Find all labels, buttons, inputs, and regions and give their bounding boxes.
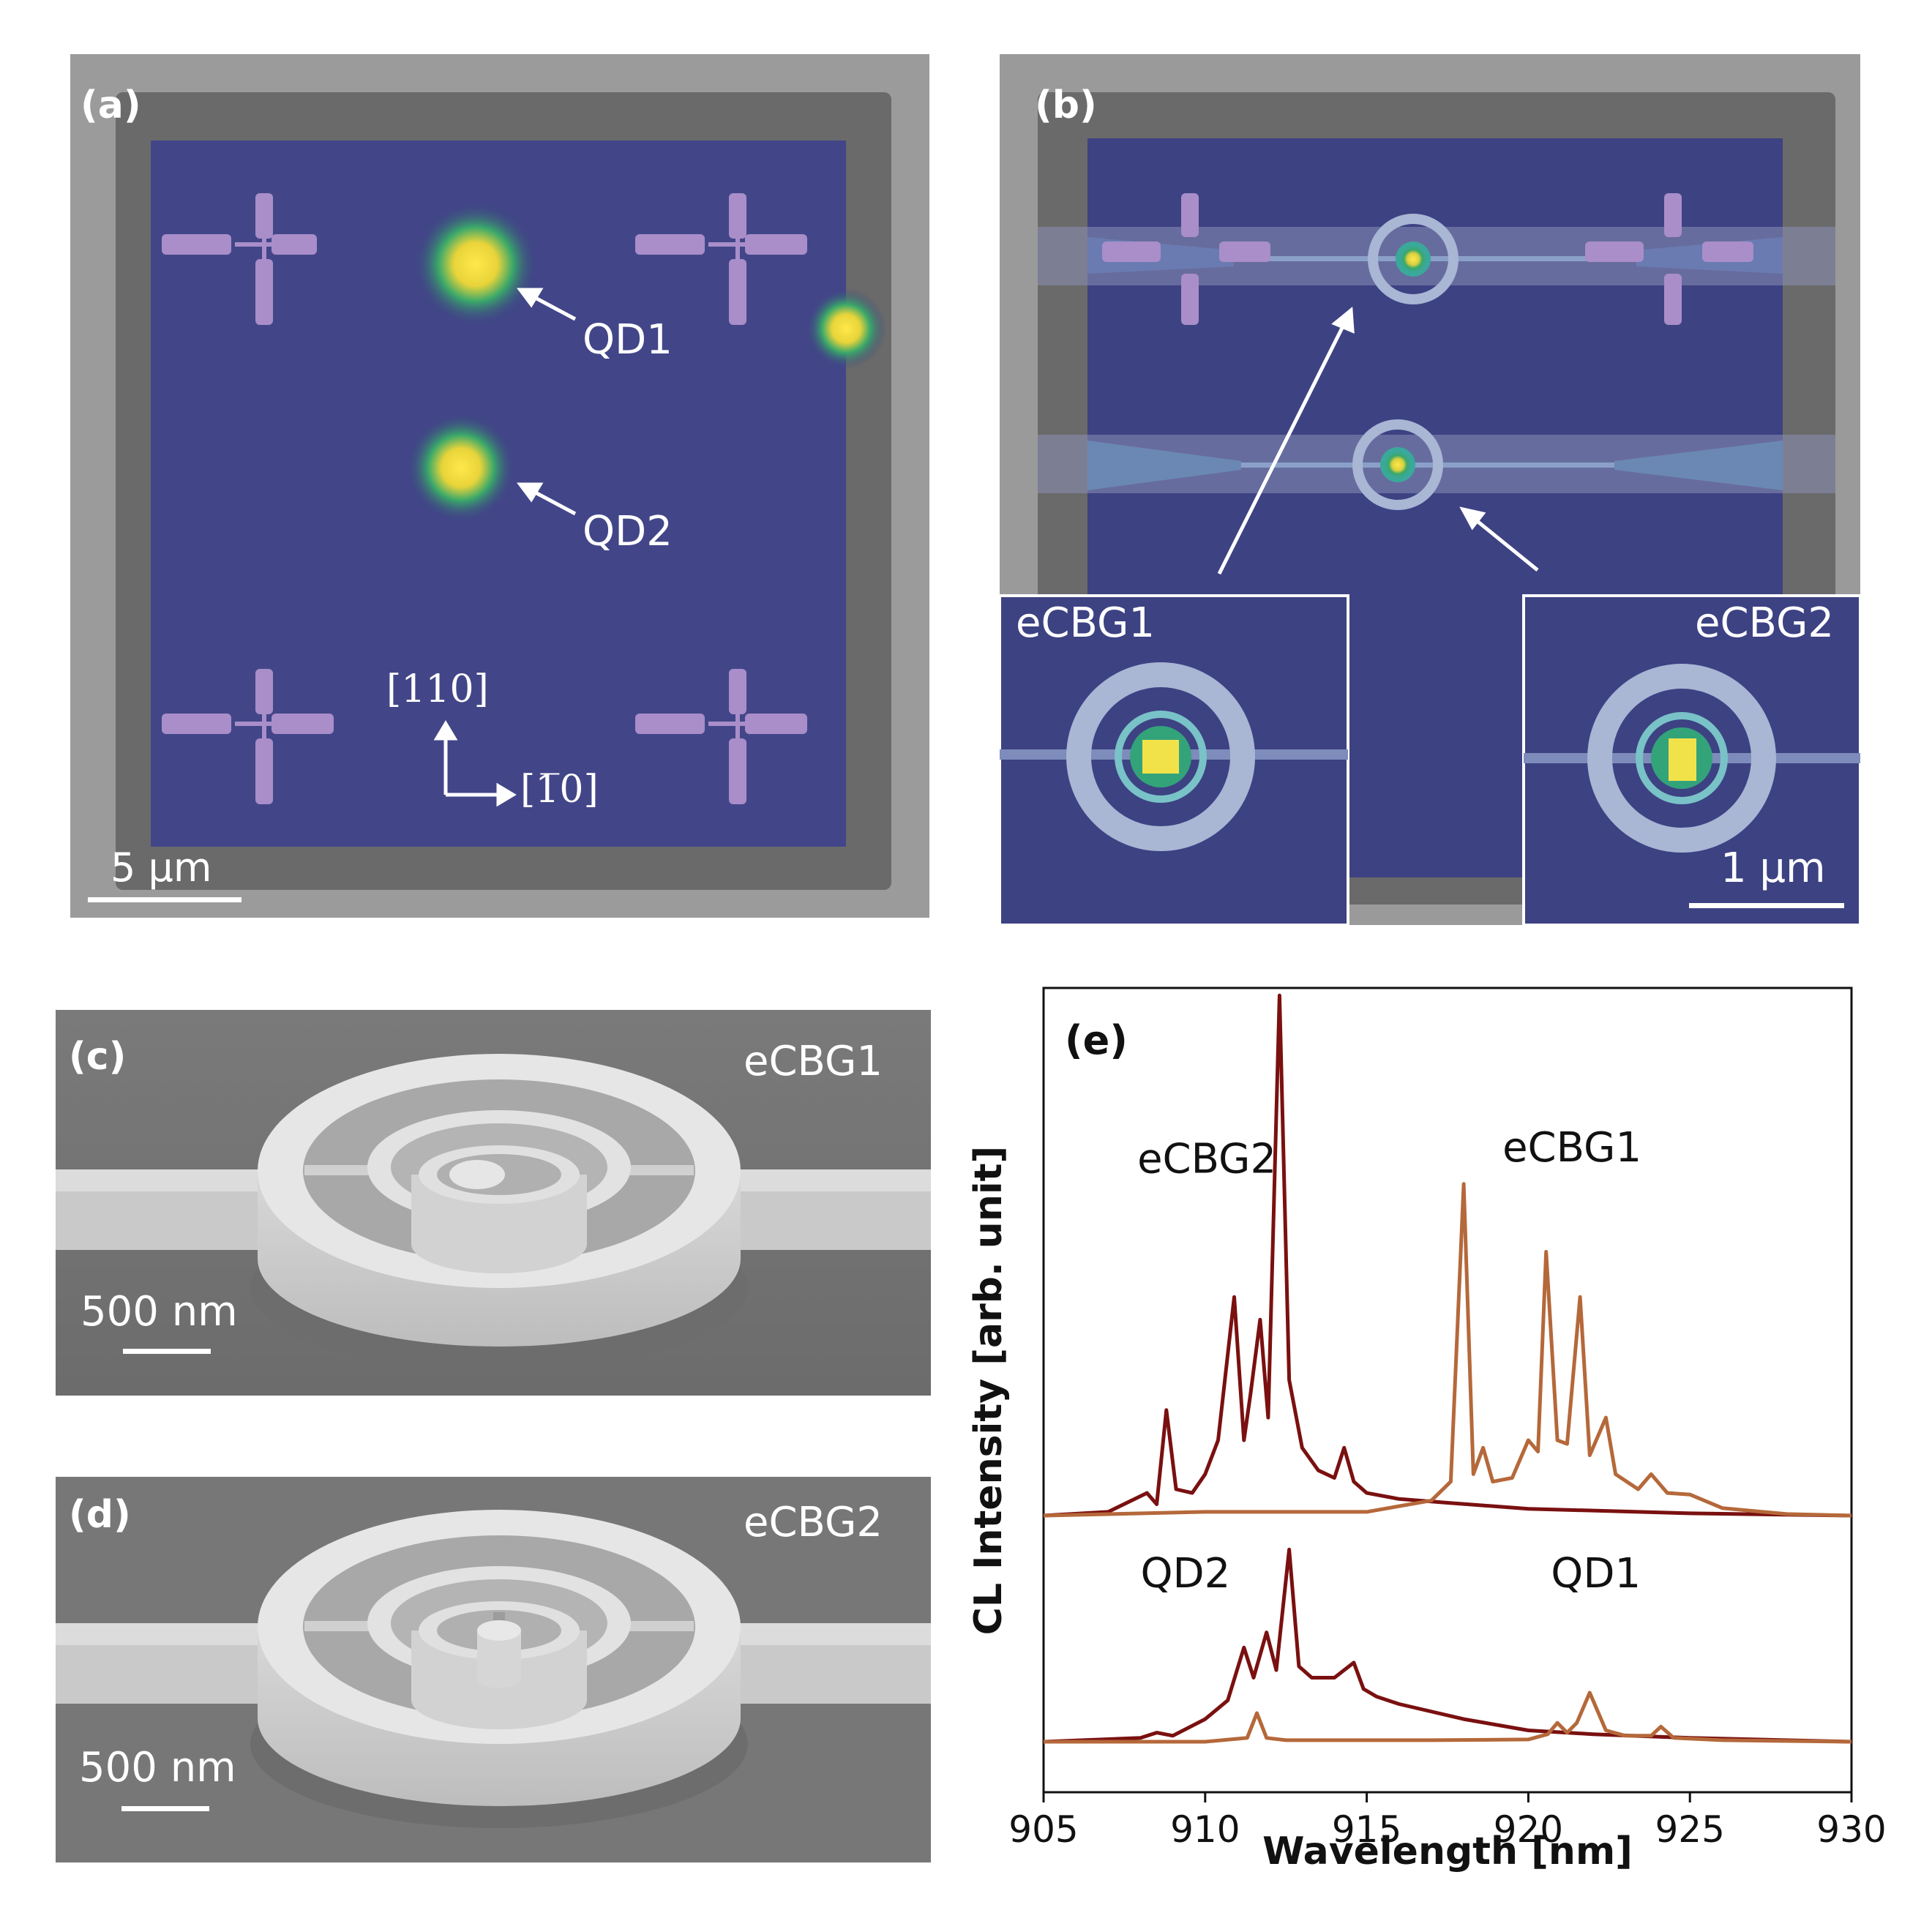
y-axis-title: CL Intensity [arb. unit] bbox=[967, 1146, 1011, 1636]
panel-d: (d) eCBG2 500 nm bbox=[56, 1477, 931, 1862]
series-line-ecbg2 bbox=[1043, 993, 1852, 1518]
axis-right-label: [1̅0] bbox=[520, 768, 599, 812]
panel-e-label: (e) bbox=[1065, 1017, 1128, 1063]
edge-spot bbox=[806, 288, 886, 369]
panel-b-label: (b) bbox=[1035, 83, 1097, 127]
panel-d-device: eCBG2 bbox=[744, 1499, 883, 1546]
panel-a: (a) QD1 QD2 [110] [1̅0] 5 μm bbox=[70, 54, 929, 918]
x-tick-label: 920 bbox=[1494, 1808, 1563, 1851]
series-line-qd2 bbox=[1043, 1547, 1852, 1744]
panel-d-sem-image bbox=[56, 1477, 931, 1862]
annotation-qd2: QD2 bbox=[1140, 1550, 1230, 1598]
panel-c-device: eCBG1 bbox=[744, 1038, 883, 1085]
panel-c-scale-label: 500 nm bbox=[80, 1288, 238, 1336]
scale-bar-b-label: 1 μm bbox=[1721, 845, 1826, 892]
inset-ecbg2 bbox=[1522, 594, 1860, 925]
panel-c-label: (c) bbox=[69, 1035, 127, 1079]
x-tick-label: 930 bbox=[1816, 1808, 1886, 1851]
annotation-ecbg1: eCBG1 bbox=[1502, 1124, 1641, 1172]
scale-bar-a bbox=[88, 897, 242, 902]
qd1-spot bbox=[413, 202, 538, 326]
scale-bar-b bbox=[1689, 903, 1844, 908]
inset-ecbg1 bbox=[1000, 594, 1349, 925]
panel-b-sem-image bbox=[1000, 54, 1860, 925]
series-line-ecbg1 bbox=[1043, 1182, 1852, 1518]
plot-frame bbox=[1042, 986, 1853, 1794]
inset-left-label: eCBG1 bbox=[1016, 599, 1156, 647]
panel-a-sem-image bbox=[70, 54, 929, 918]
qd2-arrow bbox=[530, 488, 577, 516]
qd1-arrow bbox=[530, 293, 577, 321]
cavity-ecbg1 bbox=[1368, 214, 1459, 304]
alignment-markers bbox=[162, 193, 807, 804]
x-tick-label: 905 bbox=[1008, 1808, 1078, 1851]
panel-d-scale-label: 500 nm bbox=[79, 1744, 236, 1791]
qd1-label: QD1 bbox=[583, 316, 673, 364]
panel-a-label: (a) bbox=[80, 83, 141, 127]
annotation-ecbg2: eCBG2 bbox=[1137, 1135, 1276, 1183]
x-tick-label: 925 bbox=[1655, 1808, 1724, 1851]
series-line-qd1 bbox=[1044, 1690, 1852, 1744]
panel-b: (b) eCBG1 eCBG2 1 μm bbox=[1000, 54, 1860, 925]
qd2-spot bbox=[406, 413, 516, 523]
panel-d-label: (d) bbox=[69, 1493, 131, 1537]
panel-c: (c) eCBG1 500 nm bbox=[56, 1010, 931, 1396]
x-axis-title: Wavelength [nm] bbox=[1262, 1830, 1633, 1873]
panel-c-sem-image bbox=[56, 1010, 931, 1396]
x-tick-label: 915 bbox=[1332, 1808, 1401, 1851]
x-tick-label: 910 bbox=[1170, 1808, 1240, 1851]
axis-up-label: [110] bbox=[386, 667, 489, 711]
scale-bar-a-label: 5 μm bbox=[111, 845, 212, 891]
cavity-ecbg2 bbox=[1352, 419, 1443, 510]
qd2-label: QD2 bbox=[583, 508, 673, 555]
annotation-qd1: QD1 bbox=[1551, 1550, 1641, 1598]
panel-e-chart: 905 910 915 920 925 930 eCBG2 eCBG1 QD2 QD1 (e) … bbox=[951, 966, 1932, 1932]
inset-right-label: eCBG2 bbox=[1695, 599, 1835, 647]
